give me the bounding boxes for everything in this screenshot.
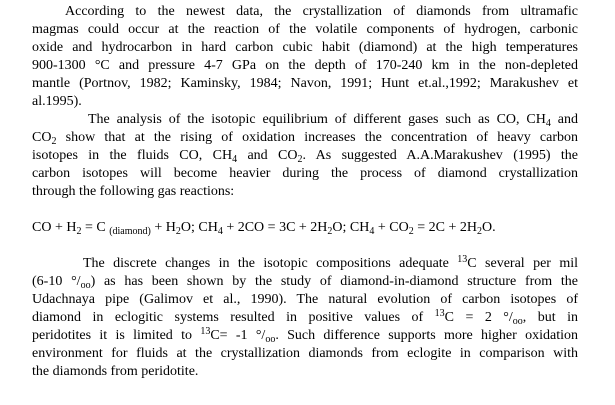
text-run: carbon isotopes will become heavier duri…: [32, 166, 578, 181]
text-line: magmas could occur at the reaction of th…: [32, 21, 578, 39]
text-run: environment for fluids at the crystalliz…: [32, 346, 578, 361]
subscript: 2: [51, 136, 57, 147]
text-run: . As suggested A.A.Marakushev (1995) the: [302, 148, 578, 163]
subscript: oo: [265, 334, 276, 345]
subscript: 4: [217, 226, 223, 237]
text-run: The analysis of the isotopic equilibrium…: [88, 112, 546, 127]
text-run: mantle (Portnov, 1982; Kaminsky, 1984; N…: [32, 76, 578, 91]
text-run: The discrete changes in the isotopic com…: [83, 256, 458, 271]
text-line: al.1995).: [32, 93, 578, 111]
text-run: show that at the rising of oxidation inc…: [56, 130, 578, 145]
text-line: The analysis of the isotopic equilibrium…: [88, 111, 578, 129]
text-run: through the following gas reactions:: [32, 184, 235, 199]
text-line: oxide and hydrocarbon in hard carbon cub…: [32, 39, 578, 57]
subscript: 4: [232, 154, 238, 165]
text-run: + CO: [374, 220, 409, 235]
text-line: the diamonds from peridotite.: [32, 363, 578, 381]
text-line: The discrete changes in the isotopic com…: [83, 255, 578, 273]
text-run: and: [550, 112, 578, 127]
text-run: CO + H: [32, 220, 77, 235]
text-line: CO + H2 = C (diamond) + H2O; CH4 + 2CO =…: [32, 219, 578, 237]
subscript: 2: [408, 226, 414, 237]
text-run: and CO: [237, 148, 298, 163]
text-line: carbon isotopes will become heavier duri…: [32, 165, 578, 183]
text-run: = C: [81, 220, 110, 235]
subscript: 4: [545, 118, 551, 129]
text-run: al.1995).: [32, 94, 82, 109]
text-run: isotopes in the fluids CO, CH: [32, 148, 233, 163]
text-run: C several per mil: [467, 256, 579, 271]
text-run: + 2CO = 3C + 2H: [222, 220, 328, 235]
text-run: + H: [150, 220, 176, 235]
text-run: (6-10 °/: [32, 274, 81, 289]
text-line: through the following gas reactions:: [32, 183, 578, 201]
subscript: 2: [76, 226, 82, 237]
text-run: According to the newest data, the crysta…: [65, 4, 578, 19]
superscript: 13: [457, 254, 468, 265]
subscript: oo: [512, 316, 523, 327]
text-run: diamond in eclogitic systems resulted in…: [32, 310, 435, 325]
text-run: C = 2 °/: [444, 310, 513, 325]
text-line: (6-10 °/oo) as has been shown by the stu…: [32, 273, 578, 291]
subscript: 2: [297, 154, 303, 165]
text-run: magmas could occur at the reaction of th…: [32, 22, 578, 37]
text-run: C= -1 °/: [210, 328, 266, 343]
text-run: 900-1300 °C and pressure 4-7 GPa on the …: [32, 58, 578, 73]
text-line: According to the newest data, the crysta…: [65, 3, 578, 21]
superscript: 13: [434, 308, 445, 319]
subscript: (diamond): [109, 226, 151, 237]
subscript: oo: [80, 280, 91, 291]
text-line: Udachnaya pipe (Galimov et al., 1990). T…: [32, 291, 578, 309]
text-run: Udachnaya pipe (Galimov et al., 1990). T…: [32, 292, 578, 307]
text-line: diamond in eclogitic systems resulted in…: [32, 309, 578, 327]
text-run: , but in: [522, 310, 579, 325]
text-line: peridotites it is limited to 13C= -1 °/o…: [32, 327, 578, 345]
text-line: CO2 show that at the rising of oxidation…: [32, 129, 578, 147]
text-run: = 2C + 2H: [413, 220, 477, 235]
text-run: O; CH: [180, 220, 218, 235]
text-run: . Such difference supports more higher o…: [275, 328, 578, 343]
text-run: O; CH: [332, 220, 370, 235]
subscript: 2: [327, 226, 333, 237]
text-line: isotopes in the fluids CO, CH4 and CO2. …: [32, 147, 578, 165]
superscript: 13: [200, 326, 211, 337]
text-line: environment for fluids at the crystalliz…: [32, 345, 578, 363]
text-run: the diamonds from peridotite.: [32, 364, 199, 379]
text-run: oxide and hydrocarbon in hard carbon cub…: [32, 40, 578, 55]
text-line: mantle (Portnov, 1982; Kaminsky, 1984; N…: [32, 75, 578, 93]
text-line: 900-1300 °C and pressure 4-7 GPa on the …: [32, 57, 578, 75]
text-run: peridotites it is limited to: [32, 328, 201, 343]
subscript: 4: [369, 226, 375, 237]
subscript: 2: [175, 226, 181, 237]
text-run: ) as has been shown by the study of diam…: [90, 274, 579, 289]
text-run: O.: [481, 220, 496, 235]
text-run: CO: [32, 130, 52, 145]
subscript: 2: [476, 226, 482, 237]
